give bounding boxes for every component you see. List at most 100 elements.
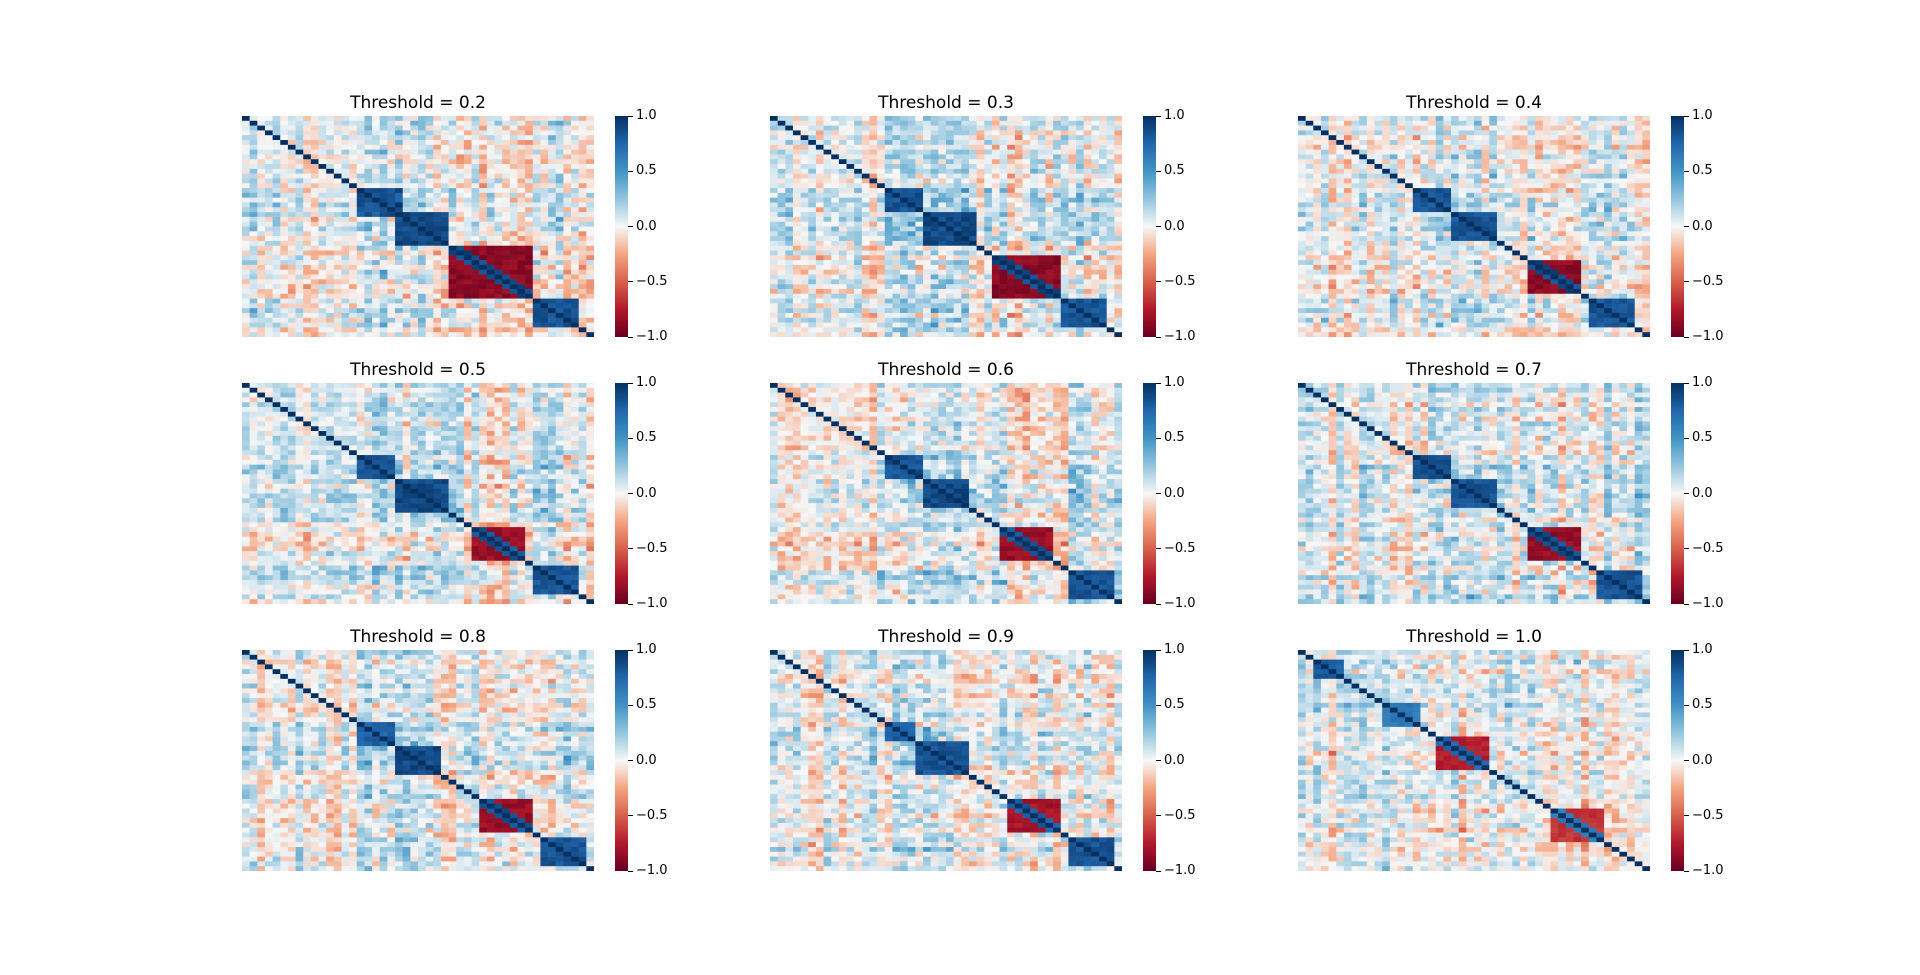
- heatmap-cell: [433, 303, 442, 309]
- heatmap-cell: [1037, 221, 1046, 227]
- heatmap-cell: [418, 293, 426, 299]
- heatmap-cell: [976, 332, 985, 337]
- heatmap-cell: [494, 168, 503, 174]
- heatmap-cell: [1083, 197, 1092, 203]
- heatmap-cell: [823, 140, 832, 146]
- heatmap-cell: [1558, 154, 1567, 160]
- heatmap-cell: [792, 197, 801, 203]
- heatmap-cell: [1389, 168, 1398, 174]
- heatmap-cell: [854, 303, 863, 309]
- heatmap-cell: [877, 154, 886, 160]
- heatmap-cell: [1581, 116, 1590, 122]
- heatmap-cell: [448, 192, 457, 198]
- heatmap-cell: [1596, 154, 1605, 160]
- heatmap-cell: [486, 236, 495, 242]
- heatmap-cell: [525, 149, 534, 155]
- heatmap-cell: [341, 192, 350, 198]
- heatmap-cell: [425, 236, 434, 242]
- heatmap-cell: [433, 260, 442, 266]
- heatmap-cell: [823, 332, 832, 337]
- heatmap-cell: [418, 173, 426, 179]
- heatmap-cell: [892, 317, 901, 323]
- heatmap-cell: [326, 197, 335, 203]
- heatmap-cell: [1535, 130, 1544, 136]
- heatmap-cell: [356, 125, 365, 131]
- heatmap-cell: [1435, 178, 1444, 184]
- heatmap-cell: [953, 140, 962, 146]
- heatmap-cell: [999, 130, 1008, 136]
- colorbar-tick-label: 0.0: [636, 218, 657, 234]
- heatmap-cell: [571, 293, 579, 299]
- heatmap-cell: [578, 192, 587, 198]
- heatmap-cell: [854, 183, 863, 189]
- heatmap-cell: [831, 178, 840, 184]
- heatmap-cell: [264, 236, 273, 242]
- heatmap-cell: [310, 154, 319, 160]
- heatmap-cell: [418, 279, 426, 285]
- heatmap-cell: [1351, 116, 1360, 122]
- heatmap-cell: [364, 144, 373, 150]
- heatmap-cell: [448, 317, 457, 323]
- heatmap-cell: [341, 178, 350, 184]
- heatmap-cell: [1068, 274, 1077, 280]
- heatmap-cell: [402, 183, 411, 189]
- heatmap-cell: [861, 274, 870, 280]
- heatmap-cell: [846, 322, 855, 328]
- heatmap-cell: [433, 135, 442, 141]
- heatmap-cell: [402, 212, 411, 218]
- heatmap-cell: [249, 226, 258, 232]
- heatmap-cell: [1527, 164, 1536, 170]
- heatmap-cell: [915, 116, 924, 122]
- heatmap-cell: [517, 250, 526, 256]
- heatmap-cell: [287, 144, 296, 150]
- heatmap-cell: [310, 317, 319, 323]
- heatmap-cell: [1068, 260, 1077, 266]
- heatmap-cell: [968, 116, 977, 122]
- heatmap-cell: [838, 212, 847, 218]
- heatmap-cell: [1106, 207, 1115, 213]
- heatmap-cell: [525, 332, 534, 337]
- heatmap-cell: [287, 279, 296, 285]
- heatmap-cell: [1053, 245, 1062, 251]
- heatmap-cell: [1068, 288, 1077, 295]
- heatmap-cell: [877, 135, 886, 141]
- heatmap-cell: [930, 236, 939, 242]
- heatmap-cell: [1083, 183, 1092, 189]
- heatmap-cell: [1022, 192, 1031, 198]
- heatmap-cell: [1519, 168, 1528, 174]
- heatmap-cell: [264, 192, 273, 198]
- heatmap-cell: [318, 130, 327, 136]
- heatmap-cell: [1060, 293, 1069, 299]
- heatmap-cell: [1351, 173, 1360, 179]
- heatmap-cell: [379, 207, 388, 213]
- heatmap-cell: [1030, 188, 1039, 194]
- heatmap-cell: [1045, 293, 1054, 299]
- heatmap-cell: [333, 149, 342, 155]
- heatmap-cell: [892, 250, 901, 256]
- heatmap-cell: [540, 154, 549, 160]
- heatmap-cell: [578, 279, 587, 285]
- heatmap-cell: [815, 284, 824, 290]
- heatmap-cell: [1114, 154, 1122, 160]
- heatmap-cell: [823, 144, 832, 150]
- heatmap-cell: [502, 332, 511, 337]
- heatmap-cell: [991, 245, 1000, 251]
- heatmap-cell: [280, 130, 289, 136]
- heatmap-cell: [418, 269, 426, 275]
- heatmap-cell: [869, 159, 878, 165]
- heatmap-cell: [509, 159, 518, 165]
- heatmap-cell: [494, 255, 503, 261]
- heatmap-cell: [433, 308, 442, 314]
- heatmap-cell: [571, 236, 579, 242]
- heatmap-cell: [968, 164, 977, 170]
- heatmap-cell: [295, 308, 304, 314]
- heatmap-cell: [1481, 159, 1490, 165]
- heatmap-cell: [532, 274, 541, 280]
- heatmap-cell: [1519, 159, 1528, 165]
- heatmap-cell: [777, 245, 786, 251]
- heatmap-cell: [418, 274, 426, 280]
- heatmap-cell: [563, 250, 572, 256]
- heatmap-cell: [525, 322, 534, 328]
- heatmap-cell: [349, 192, 358, 198]
- heatmap-cell: [1060, 168, 1069, 174]
